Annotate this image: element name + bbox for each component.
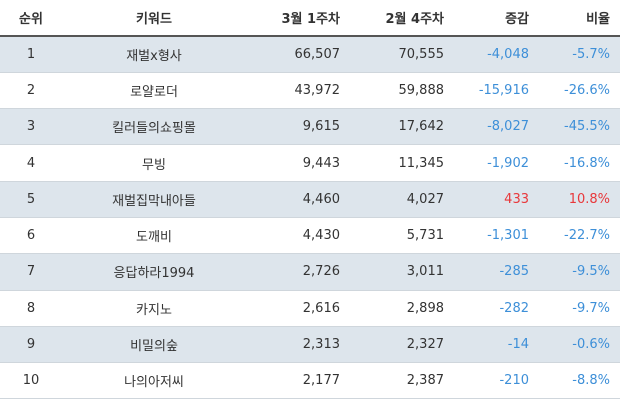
header-row: 순위 키워드 3월 1주차 2월 4주차 증감 비율: [0, 0, 620, 37]
cell-keyword: 나의아저씨: [124, 375, 184, 391]
cell-ratio: -16.8%: [564, 155, 610, 171]
cell-rank: 7: [26, 264, 36, 280]
cell-ratio: -26.6%: [564, 82, 610, 98]
cell-change: -8,027: [487, 119, 529, 135]
cell-change: -285: [499, 264, 529, 280]
cell-change: -1,301: [487, 228, 529, 244]
cell-prev: 2,898: [406, 300, 444, 316]
cell-prev: 3,011: [406, 264, 444, 280]
table-row: 5 재벌집막내아들 4,460 4,027 433 10.8%: [0, 181, 620, 218]
cell-current: 2,313: [302, 337, 340, 353]
cell-change: -1,902: [487, 155, 529, 171]
cell-ratio: -22.7%: [564, 228, 610, 244]
cell-current: 2,616: [302, 300, 340, 316]
cell-ratio: -9.5%: [572, 264, 610, 280]
cell-rank: 3: [26, 119, 36, 135]
cell-current: 2,177: [302, 373, 340, 389]
table-row: 2 로얄로더 43,972 59,888 -15,916 -26.6%: [0, 72, 620, 109]
table-row: 10 나의아저씨 2,177 2,387 -210 -8.8%: [0, 363, 620, 399]
cell-current: 43,972: [294, 82, 341, 98]
cell-change: -15,916: [478, 82, 529, 98]
cell-change: -282: [499, 300, 529, 316]
header-week-prev: 2월 4주차: [350, 0, 454, 37]
cell-prev: 11,345: [398, 155, 445, 171]
cell-rank: 10: [22, 373, 40, 389]
cell-keyword: 도깨비: [136, 230, 172, 246]
cell-keyword: 무빙: [142, 157, 166, 173]
cell-ratio: 10.8%: [568, 191, 610, 207]
cell-rank: 5: [26, 191, 36, 207]
cell-keyword: 재벌x형사: [126, 48, 182, 64]
header-change: 증감: [454, 0, 539, 37]
cell-change: -210: [499, 373, 529, 389]
table-row: 8 카지노 2,616 2,898 -282 -9.7%: [0, 290, 620, 327]
table-row: 7 응답하라1994 2,726 3,011 -285 -9.5%: [0, 253, 620, 291]
cell-prev: 2,327: [406, 337, 444, 353]
header-ratio: 비율: [539, 0, 620, 37]
cell-change: -14: [507, 337, 529, 353]
cell-keyword: 킬러들의쇼핑몰: [112, 121, 196, 137]
table-row: 6 도깨비 4,430 5,731 -1,301 -22.7%: [0, 217, 620, 254]
header-keyword: 키워드: [62, 0, 246, 37]
cell-prev: 4,027: [406, 191, 444, 207]
table-row: 1 재벌x형사 66,507 70,555 -4,048 -5.7%: [0, 36, 620, 73]
cell-prev: 59,888: [398, 82, 445, 98]
cell-rank: 1: [26, 46, 36, 62]
cell-ratio: -8.8%: [572, 373, 610, 389]
cell-rank: 8: [26, 300, 36, 316]
cell-prev: 70,555: [398, 46, 445, 62]
cell-prev: 17,642: [398, 119, 445, 135]
cell-ratio: -5.7%: [572, 46, 610, 62]
cell-ratio: -0.6%: [572, 337, 610, 353]
cell-rank: 9: [26, 337, 36, 353]
cell-keyword: 응답하라1994: [113, 266, 195, 282]
cell-rank: 6: [26, 228, 36, 244]
table-header: 순위 키워드 3월 1주차 2월 4주차 증감 비율: [0, 0, 620, 37]
cell-change: -4,048: [487, 46, 529, 62]
cell-keyword: 카지노: [136, 302, 172, 318]
table-body: 1 재벌x형사 66,507 70,555 -4,048 -5.7% 2 로얄로…: [0, 36, 620, 399]
cell-prev: 5,731: [406, 228, 444, 244]
header-rank: 순위: [0, 0, 62, 37]
cell-current: 9,443: [302, 155, 340, 171]
cell-current: 4,460: [302, 191, 340, 207]
table-row: 3 킬러들의쇼핑몰 9,615 17,642 -8,027 -45.5%: [0, 108, 620, 145]
cell-change: 433: [504, 191, 529, 207]
header-week-current: 3월 1주차: [246, 0, 350, 37]
table-row: 9 비밀의숲 2,313 2,327 -14 -0.6%: [0, 326, 620, 363]
cell-prev: 2,387: [406, 373, 444, 389]
cell-keyword: 비밀의숲: [130, 339, 178, 355]
cell-rank: 4: [26, 155, 36, 171]
cell-current: 4,430: [302, 228, 340, 244]
cell-ratio: -45.5%: [564, 119, 610, 135]
cell-rank: 2: [26, 82, 36, 98]
cell-current: 9,615: [302, 119, 340, 135]
cell-current: 66,507: [294, 46, 341, 62]
cell-keyword: 재벌집막내아들: [112, 193, 196, 209]
cell-ratio: -9.7%: [572, 300, 610, 316]
cell-keyword: 로얄로더: [130, 84, 178, 100]
cell-current: 2,726: [302, 264, 340, 280]
table-row: 4 무빙 9,443 11,345 -1,902 -16.8%: [0, 145, 620, 182]
